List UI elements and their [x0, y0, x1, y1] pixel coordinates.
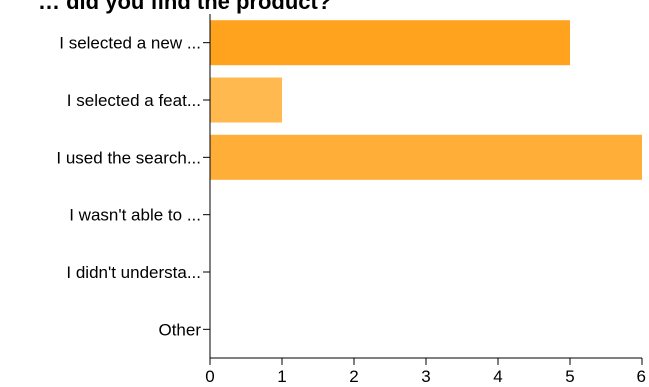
category-label-5: I didn't understa... — [66, 263, 201, 282]
x-tick-label-5: 5 — [565, 367, 574, 386]
x-tick-label-4: 4 — [493, 367, 502, 386]
x-tick-label-1: 1 — [277, 367, 286, 386]
x-tick-label-6: 6 — [637, 367, 646, 386]
x-tick-label-0: 0 — [205, 367, 214, 386]
category-label-3: I used the search... — [56, 148, 201, 167]
category-label-4: I wasn't able to ... — [69, 206, 201, 225]
bar-2 — [210, 77, 282, 123]
category-label-2: I selected a feat... — [67, 91, 201, 110]
bar-3 — [210, 134, 642, 180]
category-label-1: I selected a new ... — [59, 34, 201, 53]
x-tick-label-3: 3 — [421, 367, 430, 386]
bar-1 — [210, 20, 570, 66]
chart-title: … did you find the product? — [38, 0, 332, 14]
x-tick-label-2: 2 — [349, 367, 358, 386]
category-label-6: Other — [158, 320, 201, 339]
